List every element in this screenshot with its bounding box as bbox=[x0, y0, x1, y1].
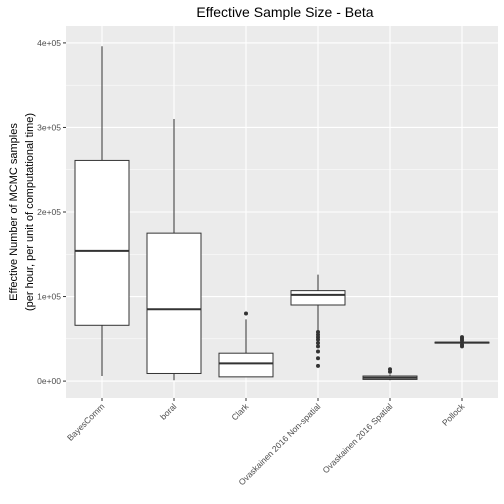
boxplot-5 bbox=[434, 335, 490, 349]
outlier-point bbox=[460, 342, 464, 347]
outlier-point bbox=[388, 367, 392, 372]
y-tick-label: 1e+05 bbox=[37, 292, 61, 302]
y-tick-label: 3e+05 bbox=[37, 122, 61, 132]
boxplot-4 bbox=[362, 367, 418, 381]
box-iqr bbox=[74, 159, 130, 326]
outlier-point bbox=[316, 363, 320, 368]
box-iqr bbox=[146, 232, 202, 374]
y-axis-title-line-1: Effective Number of MCMC samples bbox=[8, 123, 20, 301]
outlier-point bbox=[316, 349, 320, 354]
chart-title: Effective Sample Size - Beta bbox=[196, 4, 373, 20]
y-axis-title-line-2: (per hour, per unit of computational tim… bbox=[24, 113, 36, 311]
outlier-point bbox=[316, 344, 320, 349]
y-tick-label: 0e+00 bbox=[37, 376, 61, 386]
boxplot-2 bbox=[218, 311, 274, 378]
boxplot-3 bbox=[290, 274, 346, 368]
y-tick-label: 2e+05 bbox=[37, 207, 61, 217]
plot-marks bbox=[74, 46, 490, 381]
box-iqr bbox=[290, 290, 346, 306]
outlier-point bbox=[316, 356, 320, 361]
boxplot-0 bbox=[74, 46, 130, 377]
outlier-point bbox=[460, 335, 464, 340]
outlier-point bbox=[244, 311, 248, 316]
plot-panel bbox=[66, 26, 498, 398]
box-iqr bbox=[218, 352, 274, 378]
boxplot-1 bbox=[146, 119, 202, 381]
outlier-point bbox=[316, 341, 320, 346]
outlier-point bbox=[316, 337, 320, 342]
y-tick-label: 4e+05 bbox=[37, 38, 61, 48]
